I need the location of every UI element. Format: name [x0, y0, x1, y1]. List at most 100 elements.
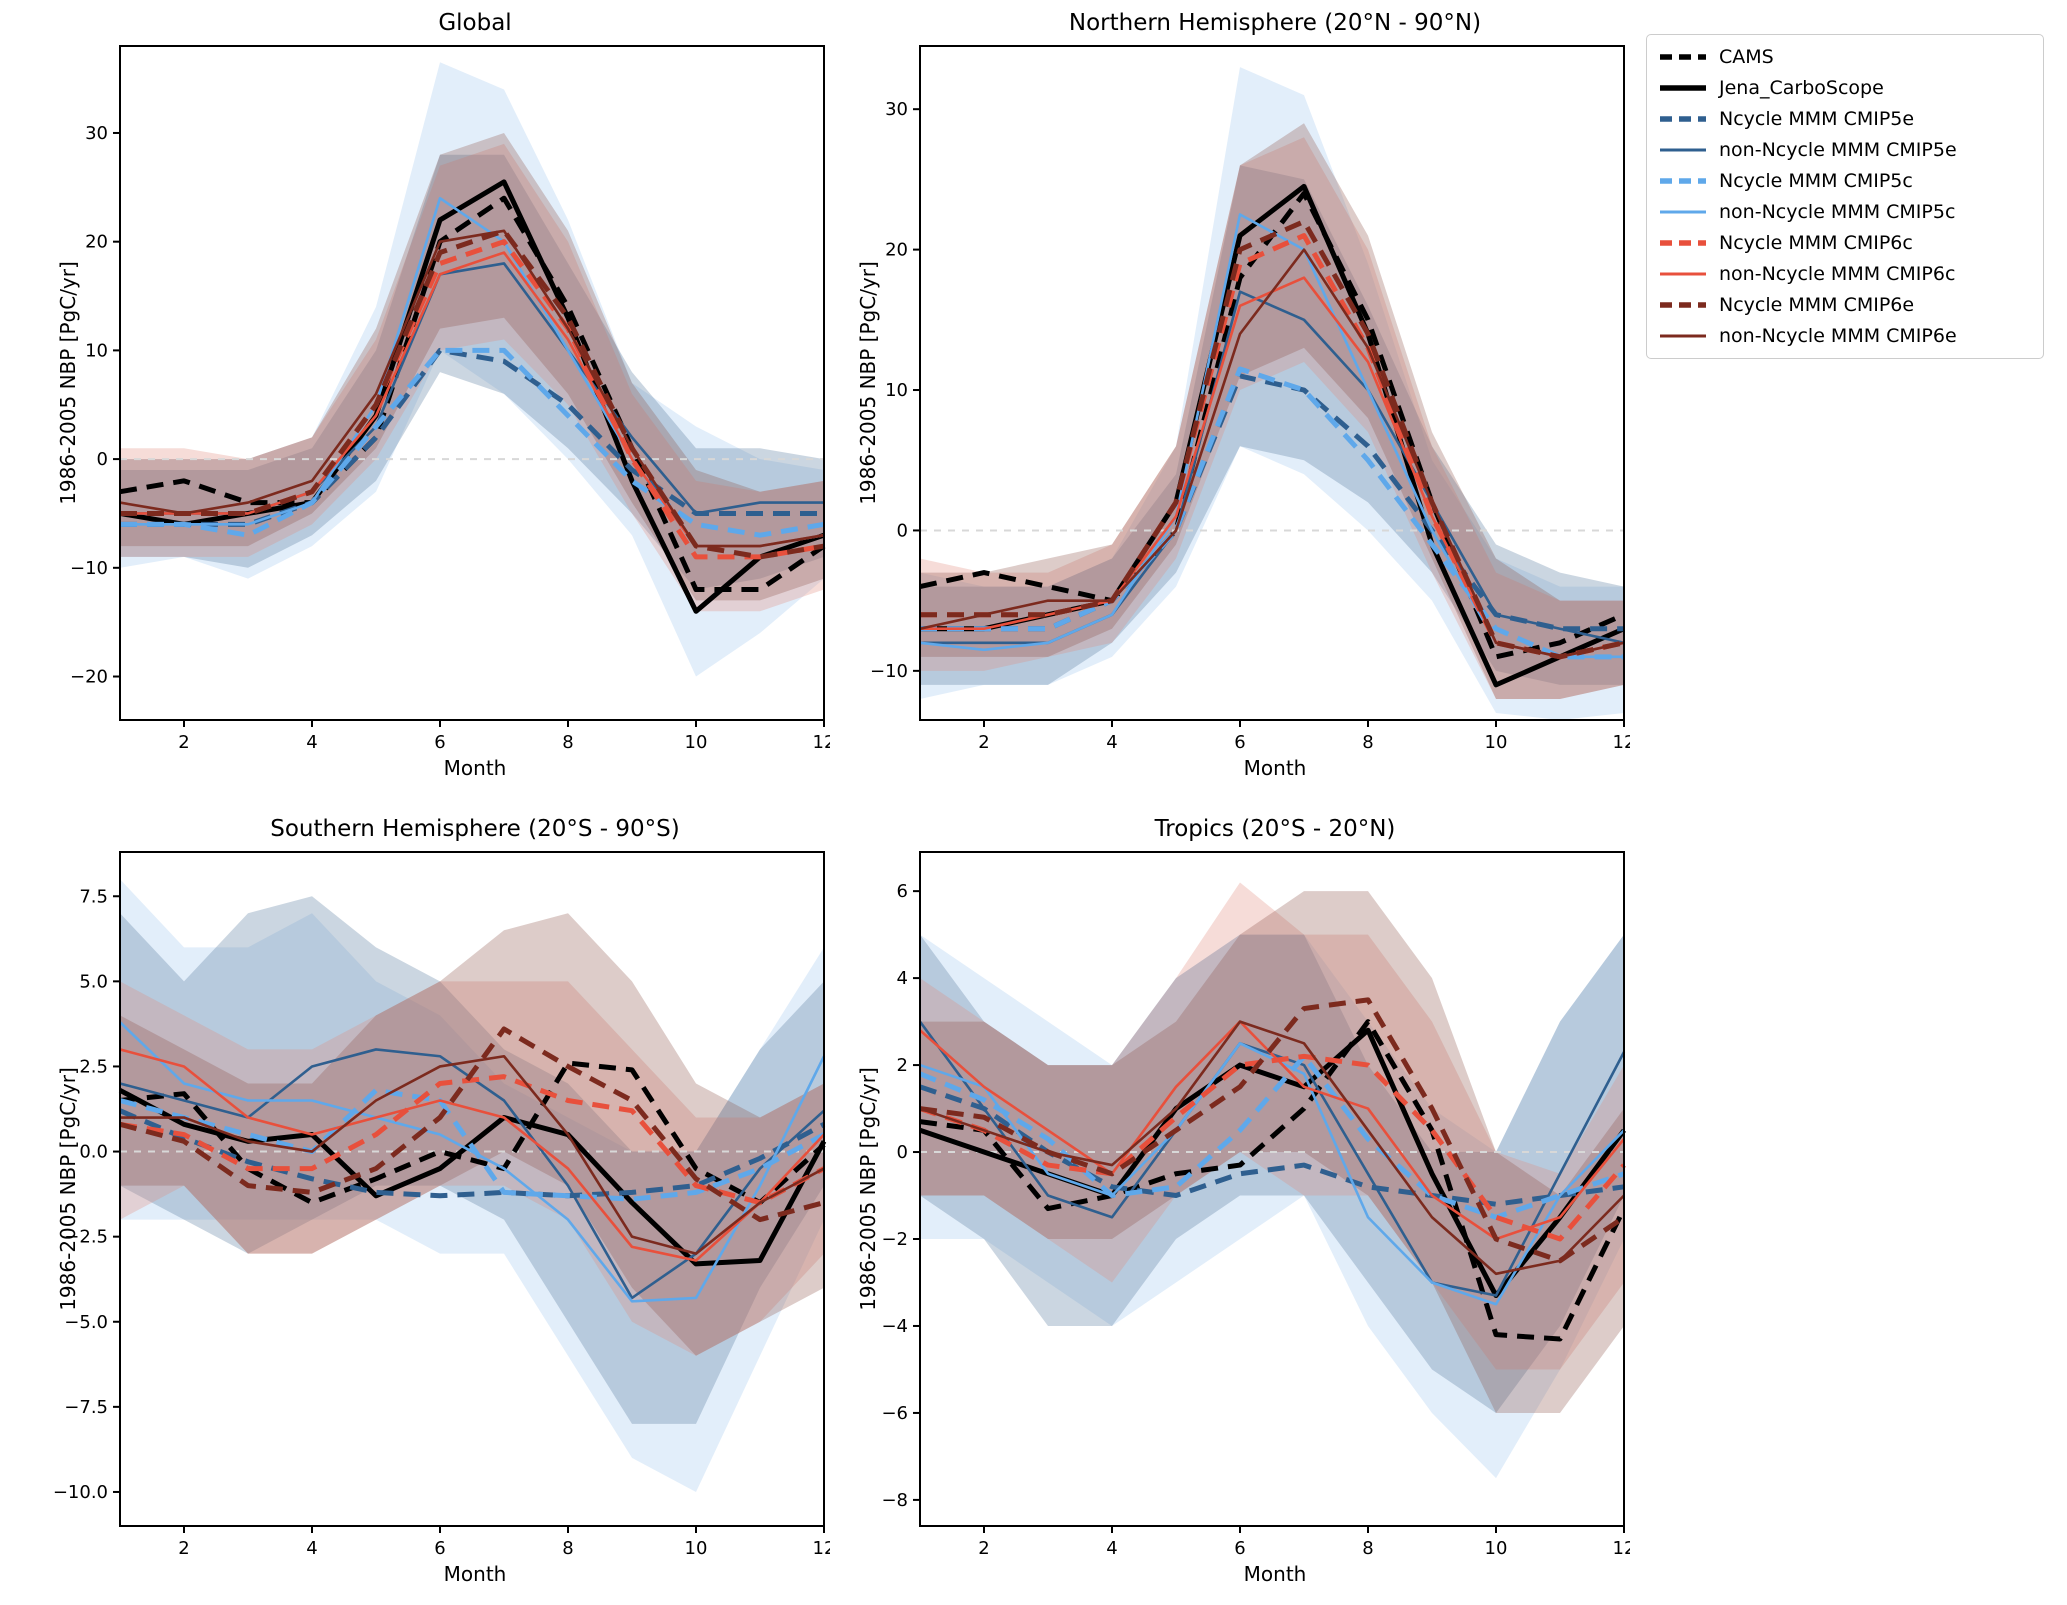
svg-text:10: 10: [1485, 1538, 1508, 1559]
y-axis-label: 1986-2005 NBP [PgC/yr]: [56, 1067, 80, 1311]
svg-text:4: 4: [306, 732, 317, 753]
series-line: [919, 1020, 1625, 1276]
svg-text:0: 0: [897, 520, 908, 541]
series-line: [119, 1021, 826, 1303]
axes-frame: [119, 45, 825, 721]
legend-label: CAMS: [1719, 46, 1774, 68]
svg-text:6: 6: [1234, 1538, 1245, 1559]
svg-text:0: 0: [897, 1142, 908, 1163]
svg-text:−10.0: −10.0: [53, 1482, 108, 1503]
panel-title: Southern Hemisphere (20°S - 90°S): [270, 816, 680, 842]
legend-label: Ncycle MMM CMIP6c: [1719, 232, 1913, 254]
plot-area-global: 2 4 6 8 10 12 −20 −10 0 10 20 30: [70, 45, 830, 753]
legend-label: non-Ncycle MMM CMIP6c: [1719, 263, 1956, 285]
svg-text:−7.5: −7.5: [64, 1397, 108, 1418]
legend-line-swatch: [1659, 265, 1707, 283]
legend-label: non-Ncycle MMM CMIP6e: [1719, 325, 1957, 347]
svg-text:−2: −2: [881, 1229, 908, 1250]
x-axis-label: Month: [1243, 756, 1307, 780]
svg-text:12: 12: [1613, 732, 1630, 753]
axes-frame: [919, 851, 1625, 1527]
legend-item-ncycle-mmm-cmip5e: Ncycle MMM CMIP5e: [1659, 107, 2031, 131]
y-axis-label: 1986-2005 NBP [PgC/yr]: [56, 261, 80, 505]
series-line: [120, 228, 825, 560]
svg-text:−4: −4: [881, 1316, 908, 1337]
axes-frame: [119, 851, 825, 1527]
svg-text:8: 8: [562, 1538, 573, 1559]
series-line: [119, 1026, 825, 1223]
legend-label: Ncycle MMM CMIP5c: [1719, 170, 1913, 192]
legend-line-swatch: [1659, 296, 1707, 314]
svg-text:12: 12: [813, 1538, 830, 1559]
panel-tropics: Tropics (20°S - 20°N) 2 4 6 8 10 12 −8 −6 −4 −2 0 2…: [850, 812, 1630, 1586]
plot-area-southern-hemisphere: 2 4 6 8 10 12 −10.0 −7.5 −5.0 −2.5 0.0 2.5 5.0 7.5: [53, 851, 830, 1559]
uncertainty-band: [120, 143, 824, 612]
svg-text:4: 4: [1106, 732, 1117, 753]
legend-item-ncycle-mmm-cmip6c: Ncycle MMM CMIP6c: [1659, 231, 2031, 255]
svg-text:4: 4: [1106, 1538, 1117, 1559]
legend-line-swatch: [1659, 172, 1707, 190]
svg-text:7.5: 7.5: [79, 886, 108, 907]
svg-text:6: 6: [897, 881, 908, 902]
panel-title: Global: [438, 10, 512, 36]
series-line: [919, 248, 1625, 659]
svg-text:20: 20: [85, 232, 108, 253]
svg-text:8: 8: [562, 732, 573, 753]
svg-text:6: 6: [1234, 732, 1245, 753]
svg-text:30: 30: [885, 99, 908, 120]
svg-text:−2.5: −2.5: [64, 1227, 108, 1248]
panel-global: Global 2 4 6 8 10 12 −20 −10 0 10 20 30 Month 1986-…: [50, 6, 830, 780]
legend-label: Ncycle MMM CMIP6e: [1719, 294, 1915, 316]
axes-frame: [919, 45, 1625, 721]
series-line: [119, 1060, 826, 1206]
uncertainty-band: [920, 934, 1624, 1479]
legend-label: Ncycle MMM CMIP5e: [1719, 108, 1915, 130]
series-line: [919, 1019, 1627, 1342]
svg-text:20: 20: [885, 240, 908, 261]
series-line: [920, 366, 1624, 660]
svg-text:30: 30: [85, 123, 108, 144]
series-line: [919, 1027, 1627, 1299]
legend-label: non-Ncycle MMM CMIP5c: [1719, 201, 1956, 223]
legend-item-jena-carboscope: Jena_CarboScope: [1659, 76, 2031, 100]
series-line: [120, 347, 825, 538]
legend-label: Jena_CarboScope: [1719, 77, 1884, 99]
legend-label: non-Ncycle MMM CMIP5e: [1719, 139, 1957, 161]
panel-title: Northern Hemisphere (20°N - 90°N): [1068, 10, 1482, 36]
svg-text:5.0: 5.0: [79, 971, 108, 992]
legend-line-swatch: [1659, 234, 1707, 252]
svg-text:0: 0: [97, 449, 108, 470]
legend-line-swatch: [1659, 79, 1707, 97]
legend-line-swatch: [1659, 48, 1707, 66]
legend-item-ncycle-mmm-cmip5c: Ncycle MMM CMIP5c: [1659, 169, 2031, 193]
series-line: [919, 1053, 1626, 1242]
series-line: [919, 1020, 1626, 1241]
uncertainty-band: [120, 913, 824, 1356]
series-line: [919, 997, 1626, 1264]
svg-text:8: 8: [1362, 1538, 1373, 1559]
uncertainty-band: [920, 882, 1624, 1370]
svg-text:6: 6: [434, 732, 445, 753]
panel-southern-hemisphere: Southern Hemisphere (20°S - 90°S) 2 4 6 8 10…: [50, 812, 830, 1586]
svg-text:−6: −6: [881, 1403, 908, 1424]
legend-item-non-ncycle-mmm-cmip5c: non-Ncycle MMM CMIP5c: [1659, 200, 2031, 224]
series-line: [119, 229, 825, 548]
svg-text:−20: −20: [70, 667, 108, 688]
x-axis-label: Month: [443, 1562, 507, 1586]
series-line: [119, 1087, 826, 1202]
svg-text:4: 4: [897, 968, 908, 989]
legend-item-ncycle-mmm-cmip6e: Ncycle MMM CMIP6e: [1659, 293, 2031, 317]
uncertainty-band: [120, 879, 824, 1492]
legend-line-swatch: [1659, 141, 1707, 159]
legend-item-non-ncycle-mmm-cmip5e: non-Ncycle MMM CMIP5e: [1659, 138, 2031, 162]
svg-text:12: 12: [813, 732, 830, 753]
svg-text:−10: −10: [870, 661, 908, 682]
y-axis-label: 1986-2005 NBP [PgC/yr]: [856, 1067, 880, 1311]
plot-area-tropics: 2 4 6 8 10 12 −8 −6 −4 −2 0 2 4 6: [881, 851, 1630, 1559]
legend-item-cams: CAMS: [1659, 45, 2031, 69]
svg-text:4: 4: [306, 1538, 317, 1559]
legend: CAMS Jena_CarboScope Ncycle MMM CMIP5e n…: [1646, 34, 2044, 359]
legend-line-swatch: [1659, 110, 1707, 128]
svg-text:2: 2: [978, 1538, 989, 1559]
y-axis-label: 1986-2005 NBP [PgC/yr]: [856, 261, 880, 505]
